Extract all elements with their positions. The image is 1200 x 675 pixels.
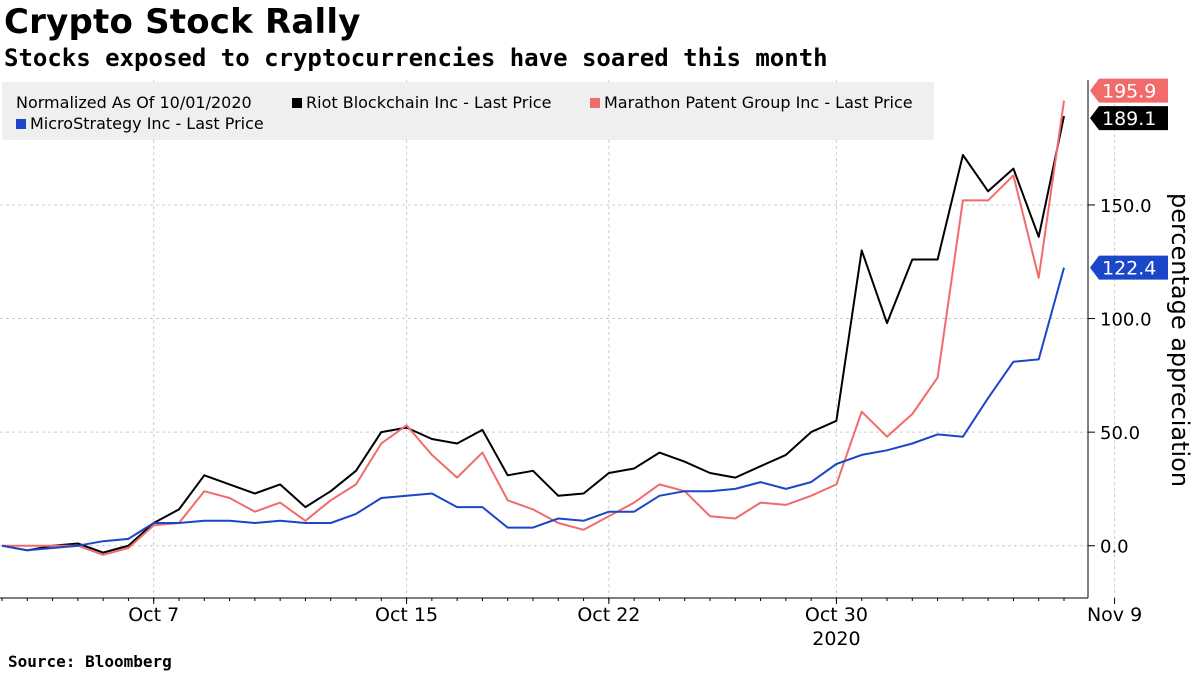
last-value-flag xyxy=(1090,106,1168,131)
y-tick-label: 100.0 xyxy=(1100,310,1152,331)
legend-label-micro: MicroStrategy Inc - Last Price xyxy=(30,114,264,133)
last-value-labels: 122.4 195.9 189.1 xyxy=(1090,78,1168,280)
legend: Normalized As Of 10/01/2020 Riot Blockch… xyxy=(2,82,934,140)
legend-note: Normalized As Of 10/01/2020 xyxy=(16,93,252,112)
last-value-label: 189.1 xyxy=(1102,108,1156,130)
legend-label-marathon: Marathon Patent Group Inc - Last Price xyxy=(604,93,913,112)
last-value-flag xyxy=(1090,78,1168,103)
x-tick-label: Oct 30 xyxy=(805,604,868,626)
legend-note-text: Normalized As Of 10/01/2020 xyxy=(16,93,252,112)
series-line-marathon xyxy=(2,100,1065,556)
last-value-label: 122.4 xyxy=(1102,258,1156,280)
y-tick-label: 50.0 xyxy=(1100,423,1140,444)
chart-subtitle: Stocks exposed to cryptocurrencies have … xyxy=(4,44,828,72)
y-tick-label: 0.0 xyxy=(1100,537,1129,558)
x-year-label: 2020 xyxy=(812,628,860,650)
last-value-flag xyxy=(1090,255,1168,280)
x-tick-label: Oct 7 xyxy=(128,604,179,626)
y-axis-label: percentage appreciation xyxy=(1166,193,1194,487)
legend-swatch-riot xyxy=(292,98,302,108)
legend-swatch-marathon xyxy=(590,98,600,108)
x-tick-label: Nov 9 xyxy=(1087,604,1142,626)
legend-item-marathon: Marathon Patent Group Inc - Last Price xyxy=(590,93,913,112)
legend-label-riot: Riot Blockchain Inc - Last Price xyxy=(306,93,552,112)
x-tick-label: Oct 15 xyxy=(375,604,438,626)
series-line-micro xyxy=(1,267,1065,552)
last-value-label: 195.9 xyxy=(1102,81,1156,103)
legend-item-riot: Riot Blockchain Inc - Last Price xyxy=(292,93,551,112)
y-tick-label: 150.0 xyxy=(1100,196,1152,217)
series-line-riot xyxy=(1,115,1065,554)
x-tick-label: Oct 22 xyxy=(577,604,640,626)
legend-item-micro: MicroStrategy Inc - Last Price xyxy=(16,114,264,133)
tick-labels: 0.0 50.0 100.0 150.0 Oct 7 Oct 15 Oct 22 Oct 30… xyxy=(128,196,1152,650)
source-note: Source: Bloomberg xyxy=(8,652,172,671)
chart-title: Crypto Stock Rally xyxy=(4,2,361,42)
legend-swatch-micro xyxy=(16,119,26,129)
axes xyxy=(0,80,1116,604)
series-lines xyxy=(1,100,1065,556)
grid-lines xyxy=(0,80,1116,598)
